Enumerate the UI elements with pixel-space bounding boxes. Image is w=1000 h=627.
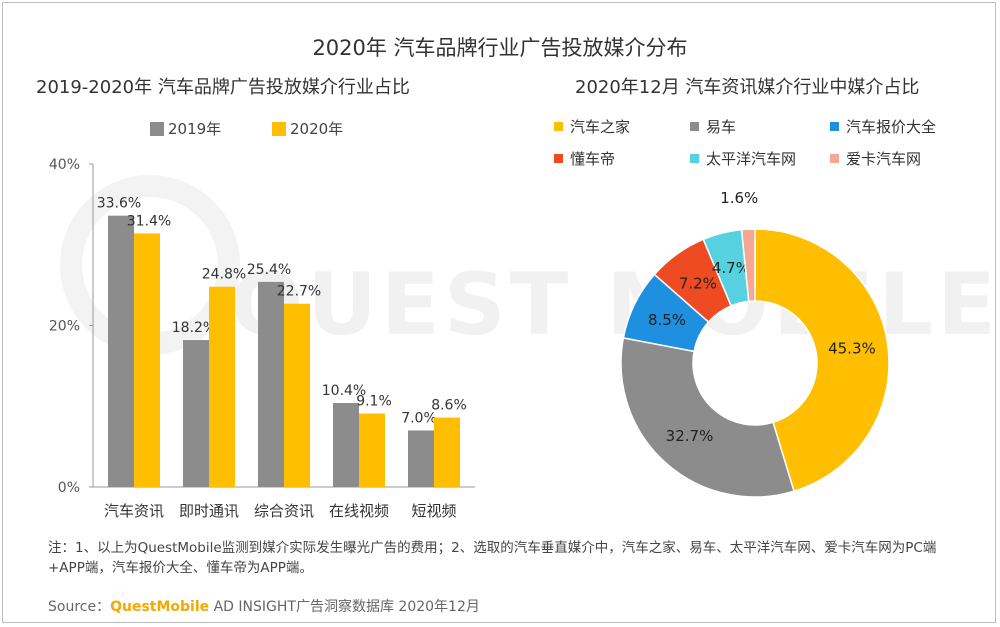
- main-title: 2020年 汽车品牌行业广告投放媒介分布: [312, 36, 688, 60]
- x-tick-label: 即时通讯: [179, 502, 239, 520]
- legend-label: 易车: [706, 118, 736, 136]
- legend-label: 2020年: [290, 120, 343, 138]
- bar-value-label: 33.6%: [97, 196, 141, 212]
- bar: [209, 286, 235, 487]
- y-tick-label: 20%: [49, 319, 80, 335]
- legend-swatch: [830, 122, 839, 131]
- bar: [258, 281, 284, 487]
- bar: [408, 430, 434, 487]
- legend-swatch: [690, 122, 699, 131]
- x-tick-label: 在线视频: [329, 502, 389, 520]
- bar: [183, 340, 209, 487]
- bar: [108, 215, 134, 487]
- legend-swatch: [554, 154, 563, 163]
- legend-swatch: [690, 154, 699, 163]
- bar-chart-title: 2019-2020年 汽车品牌广告投放媒介行业占比: [36, 77, 410, 98]
- slice-value-label: 4.7%: [712, 259, 750, 277]
- y-tick-label: 0%: [58, 480, 80, 496]
- bar-value-label: 7.0%: [401, 410, 437, 426]
- bar-value-label: 9.1%: [356, 394, 392, 410]
- slice-value-label: 45.3%: [828, 340, 876, 358]
- slice-value-label: 7.2%: [679, 274, 717, 292]
- y-tick-label: 40%: [49, 157, 80, 173]
- legend-swatch: [272, 122, 286, 136]
- legend-label: 懂车帝: [570, 150, 615, 168]
- bar: [284, 303, 310, 487]
- source-suffix: AD INSIGHT广告洞察数据库 2020年12月: [209, 599, 480, 615]
- slice-value-label: 1.6%: [720, 189, 758, 207]
- legend-swatch: [830, 154, 839, 163]
- legend-label: 汽车之家: [570, 118, 630, 136]
- footnote: 注：1、以上为QuestMobile监测到媒介实际发生曝光广告的费用；2、选取的…: [48, 540, 937, 576]
- bar: [333, 403, 359, 487]
- x-tick-label: 汽车资讯: [104, 502, 164, 520]
- bar-value-label: 25.4%: [247, 262, 291, 278]
- legend-label: 太平洋汽车网: [706, 150, 796, 168]
- source-line: Source：QuestMobile AD INSIGHT广告洞察数据库 202…: [48, 596, 480, 616]
- slice-value-label: 32.7%: [666, 427, 714, 445]
- bar: [434, 417, 460, 487]
- legend-label: 汽车报价大全: [846, 118, 936, 136]
- legend-label: 2019年: [168, 120, 221, 138]
- x-tick-label: 短视频: [411, 502, 456, 520]
- bar-value-label: 10.4%: [322, 383, 366, 399]
- donut-chart-title: 2020年12月 汽车资讯媒介行业中媒介占比: [575, 77, 920, 98]
- bar: [134, 233, 160, 487]
- bar: [359, 413, 385, 487]
- legend-swatch: [554, 122, 563, 131]
- legend-label: 爱卡汽车网: [846, 150, 921, 168]
- bar-value-label: 22.7%: [277, 284, 321, 300]
- donut-slice: [740, 228, 756, 303]
- donut-slice: [754, 228, 890, 493]
- bar-value-label: 24.8%: [202, 267, 246, 283]
- bar-value-label: 31.4%: [127, 213, 171, 229]
- legend-swatch: [150, 122, 164, 136]
- bar-value-label: 8.6%: [431, 398, 467, 414]
- bar-value-label: 18.2%: [172, 320, 216, 336]
- x-tick-label: 综合资讯: [254, 502, 314, 520]
- slice-value-label: 8.5%: [648, 311, 686, 329]
- source-brand: QuestMobile: [110, 599, 210, 615]
- donut-slice: [620, 337, 795, 498]
- source-prefix: Source：: [48, 599, 111, 615]
